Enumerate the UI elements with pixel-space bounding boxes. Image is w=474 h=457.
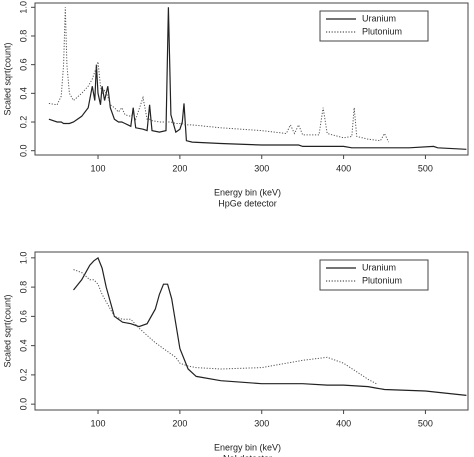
- y-tick-label: 0.2: [18, 116, 28, 129]
- y-tick-label: 0.4: [18, 87, 28, 100]
- plot-frame: [34, 251, 469, 411]
- x-tick-label: 100: [91, 418, 106, 428]
- legend-label: Plutonium: [362, 275, 402, 285]
- y-tick-label: 0.8: [18, 281, 28, 294]
- y-tick-label: 0.6: [18, 310, 28, 323]
- x-tick-label: 200: [172, 418, 187, 428]
- legend-label: Uranium: [362, 262, 396, 272]
- y-tick-label: 1.0: [18, 1, 28, 14]
- legend-label: Uranium: [362, 13, 396, 23]
- y-tick-label: 0.0: [18, 144, 28, 157]
- x-tick-label: 500: [418, 418, 433, 428]
- x-tick-label: 100: [91, 163, 106, 173]
- y-tick-label: 0.0: [18, 398, 28, 411]
- x-axis-label: Energy bin (keV): [214, 442, 281, 452]
- x-tick-label: 300: [254, 163, 269, 173]
- legend-box: [319, 10, 429, 42]
- y-tick-label: 0.2: [18, 369, 28, 382]
- x-axis-label: Energy bin (keV): [214, 187, 281, 197]
- series-line: [73, 256, 467, 396]
- y-axis-label: Scaled sqrt(count): [2, 42, 12, 115]
- series-line: [48, 7, 390, 143]
- x-tick-label: 200: [172, 163, 187, 173]
- y-tick-label: 0.8: [18, 30, 28, 43]
- y-tick-label: 1.0: [18, 252, 28, 265]
- x-tick-label: 400: [336, 163, 351, 173]
- series-line: [73, 269, 377, 385]
- legend-label: Plutonium: [362, 26, 402, 36]
- y-tick-label: 0.4: [18, 339, 28, 352]
- series-line: [48, 7, 467, 150]
- x-tick-label: 500: [418, 163, 433, 173]
- y-axis-label: Scaled sqrt(count): [2, 294, 12, 367]
- plot-frame: [34, 2, 469, 156]
- subtitle: HpGe detector: [218, 198, 277, 208]
- legend-box: [319, 259, 429, 291]
- y-tick-label: 0.6: [18, 58, 28, 71]
- x-tick-label: 400: [336, 418, 351, 428]
- x-tick-label: 300: [254, 418, 269, 428]
- subtitle: NaI detector: [223, 453, 272, 457]
